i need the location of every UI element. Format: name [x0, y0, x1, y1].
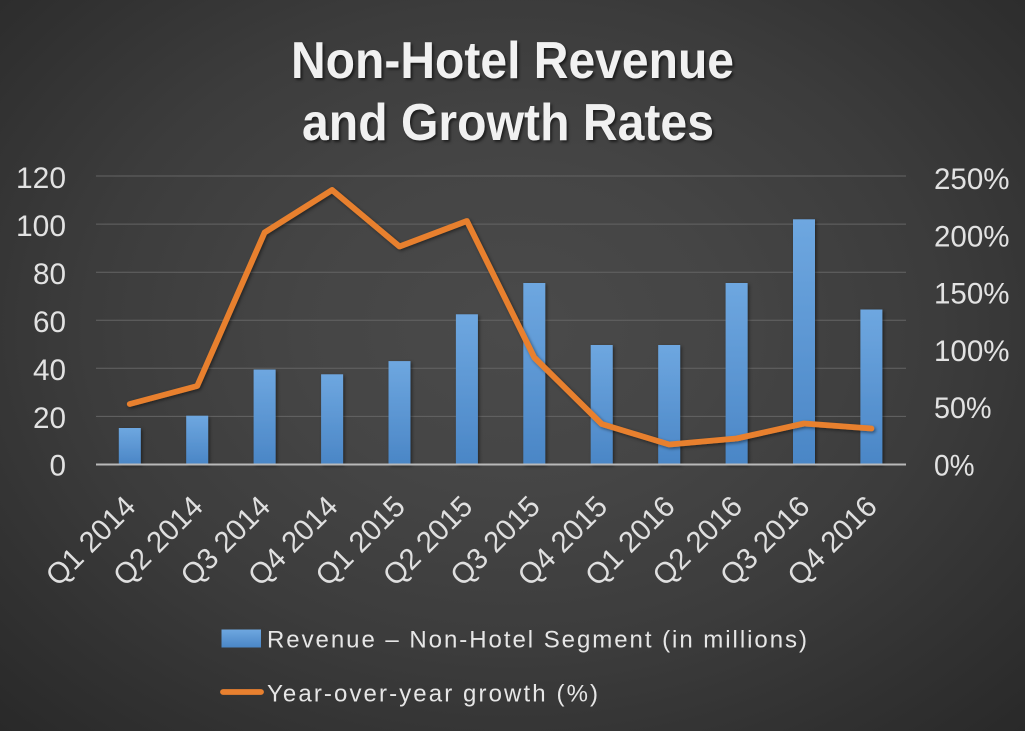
svg-text:Year-over-year growth (%): Year-over-year growth (%) [267, 681, 598, 708]
svg-text:80: 80 [33, 258, 66, 291]
svg-text:50%: 50% [934, 392, 992, 425]
svg-text:200%: 200% [934, 220, 1010, 253]
svg-text:150%: 150% [934, 278, 1010, 311]
svg-text:120: 120 [16, 162, 66, 195]
svg-text:and Growth Rates: and Growth Rates [302, 94, 714, 152]
svg-text:40: 40 [33, 354, 66, 387]
svg-text:0%: 0% [934, 450, 975, 483]
svg-text:100%: 100% [934, 335, 1010, 368]
svg-text:0: 0 [50, 450, 67, 483]
svg-text:250%: 250% [934, 163, 1010, 196]
svg-text:Revenue – Non-Hotel Segment (i: Revenue – Non-Hotel Segment (in millions… [267, 627, 807, 654]
svg-text:Non-Hotel Revenue: Non-Hotel Revenue [291, 32, 734, 90]
svg-text:100: 100 [16, 210, 66, 243]
svg-text:60: 60 [33, 306, 66, 339]
svg-text:20: 20 [33, 402, 66, 435]
